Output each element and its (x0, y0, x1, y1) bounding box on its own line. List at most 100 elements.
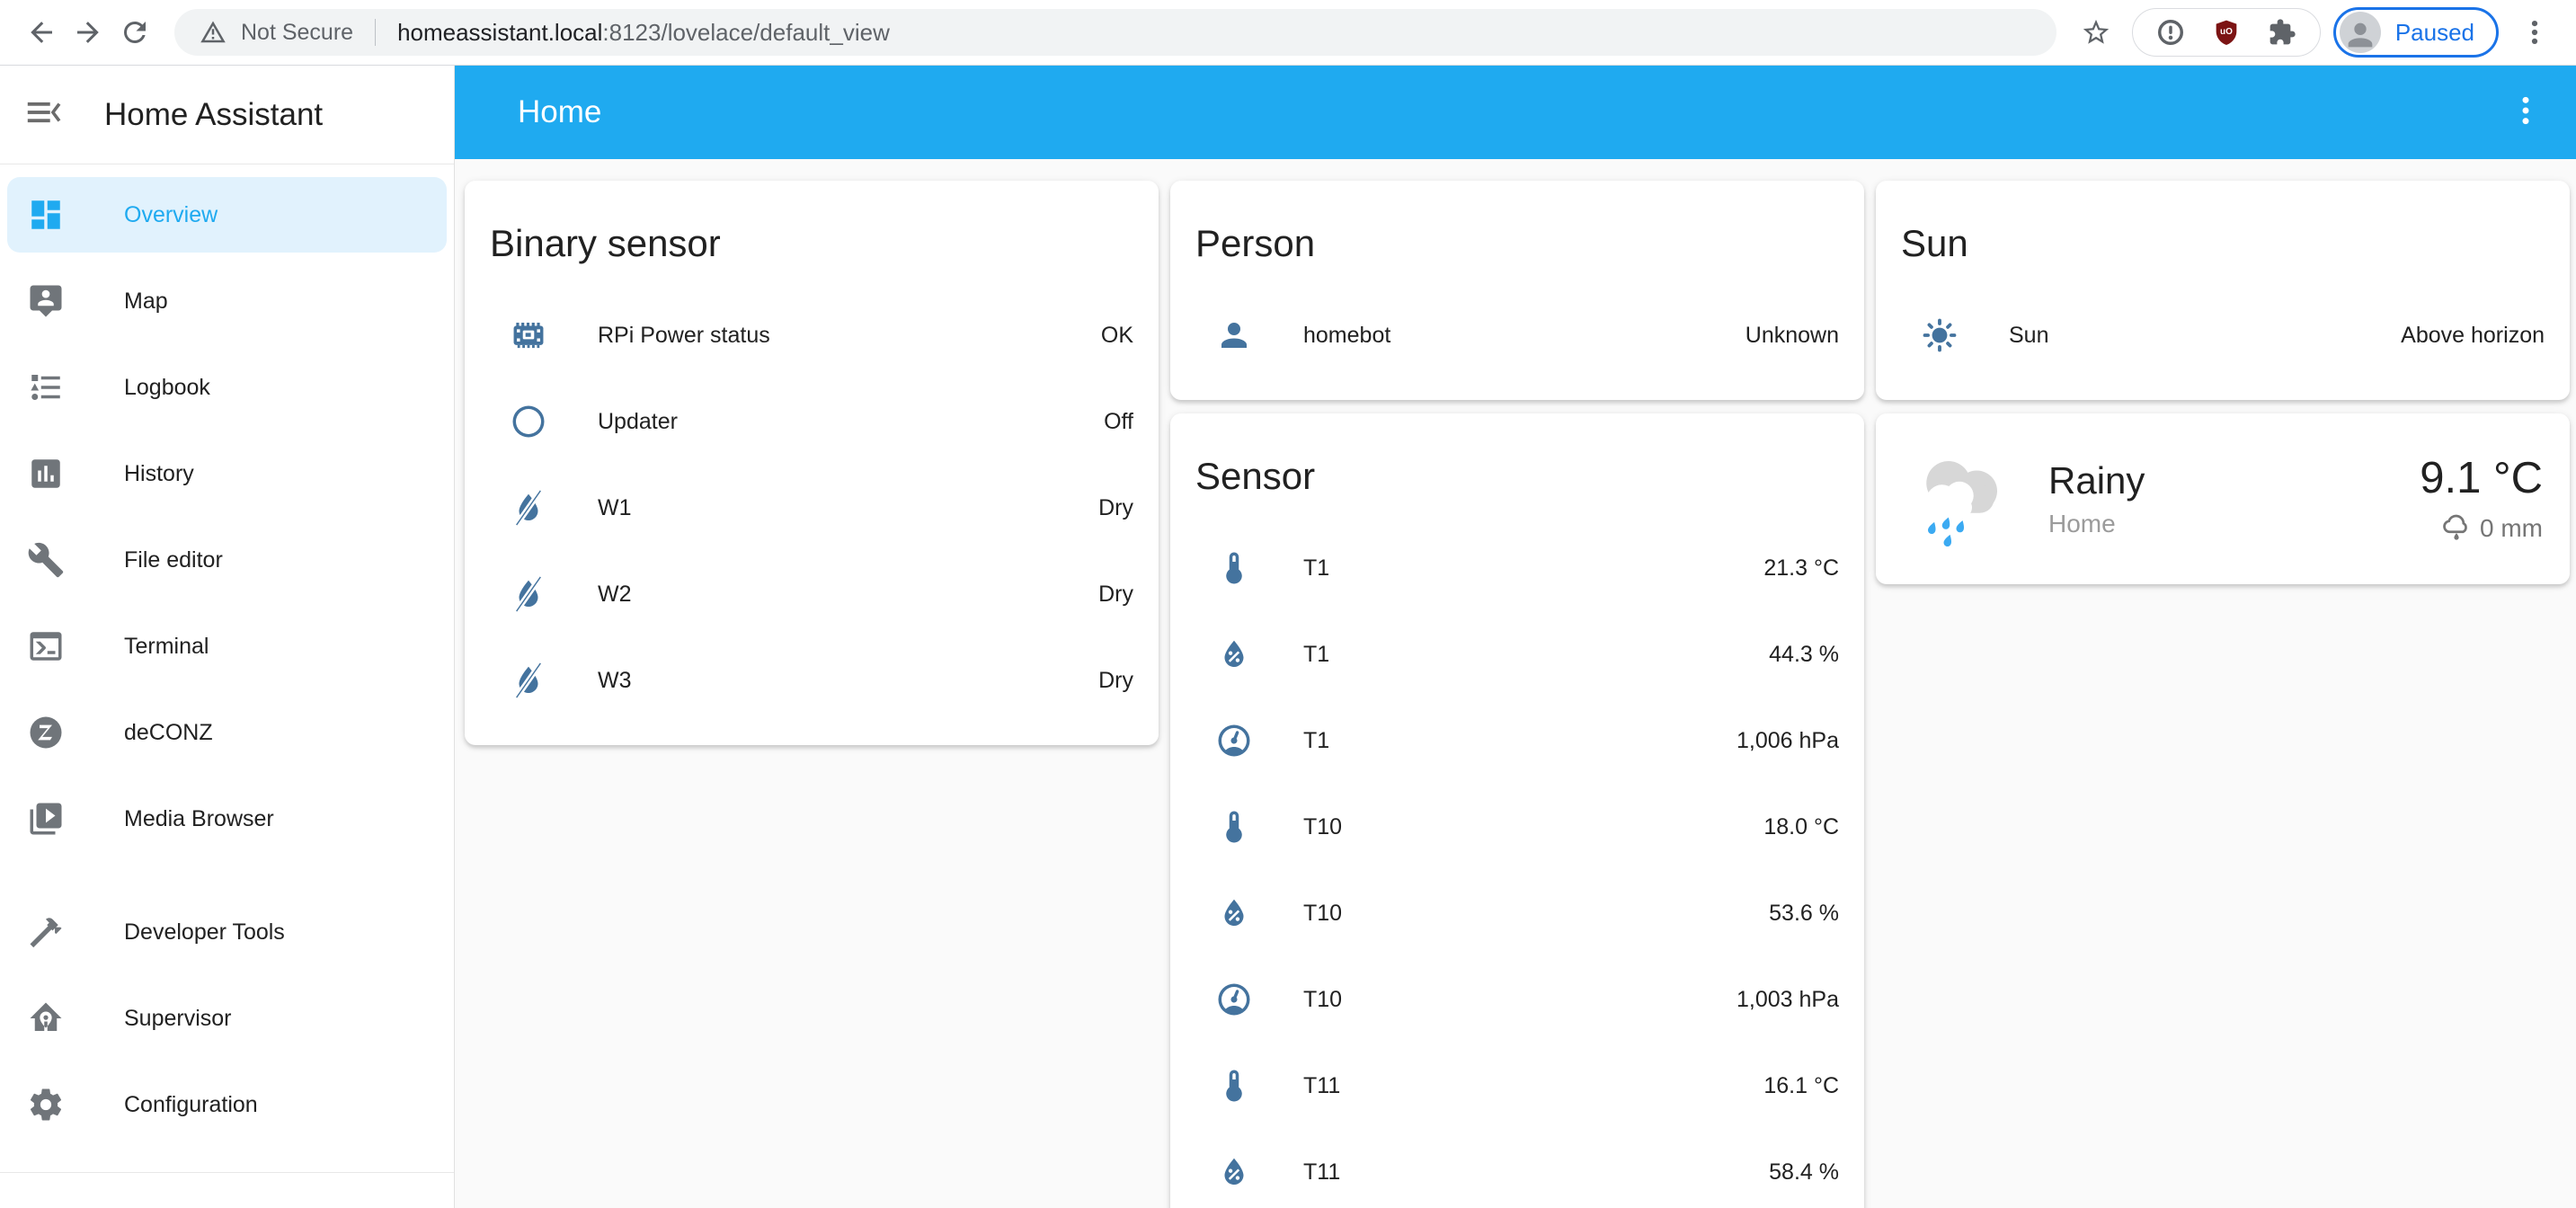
entity-row-updater[interactable]: Updater Off (465, 378, 1159, 465)
view-dashboard-icon (27, 196, 65, 234)
bookmark-button[interactable] (2073, 9, 2119, 56)
browser-toolbar: Not Secure homeassistant.local:8123/love… (0, 0, 2576, 66)
entity-name: T10 (1303, 900, 1343, 926)
entity-name: T10 (1303, 813, 1343, 839)
entity-name: T10 (1303, 986, 1343, 1012)
entity-row-w3[interactable]: W3 Dry (465, 637, 1159, 724)
entity-state: Dry (1098, 581, 1133, 607)
entity-row-w1[interactable]: W1 Dry (465, 465, 1159, 551)
entity-name: T1 (1303, 727, 1330, 753)
entity-state: Off (1104, 408, 1133, 434)
sidebar-item-logbook[interactable]: Logbook (7, 350, 447, 425)
sun-icon (1921, 316, 1959, 354)
onepassword-icon[interactable] (2156, 18, 2185, 47)
entity-row-t10-temp[interactable]: T10 18.0 °C (1170, 784, 1864, 870)
not-secure-warning-icon[interactable] (200, 19, 227, 46)
weather-precipitation: 0 mm (2440, 512, 2543, 545)
sidebar-item-deconz[interactable]: deCONZ (7, 695, 447, 770)
browser-forward-button[interactable] (65, 9, 111, 56)
weather-condition: Rainy (2048, 459, 2145, 502)
hammer-icon (27, 913, 65, 951)
thermometer-icon (1215, 808, 1253, 846)
entity-name: W3 (598, 667, 632, 693)
thermometer-icon (1215, 549, 1253, 587)
sidebar-item-supervisor[interactable]: Supervisor (7, 981, 447, 1056)
card-title: Sensor (1195, 455, 1316, 497)
entity-row-t1-pressure[interactable]: T1 1,006 hPa (1170, 697, 1864, 784)
wrench-icon (27, 541, 65, 579)
entity-row-t1-humidity[interactable]: T1 44.3 % (1170, 611, 1864, 697)
precipitation-value: 0 mm (2480, 514, 2543, 542)
gauge-icon (1215, 981, 1253, 1018)
extensions-pill: uO (2131, 8, 2321, 57)
url-text[interactable]: homeassistant.local:8123/lovelace/defaul… (397, 19, 890, 47)
entity-name: W1 (598, 494, 632, 520)
weather-location: Home (2048, 510, 2116, 537)
entity-name: Sun (2009, 322, 2049, 348)
sidebar: Home Assistant Overview Map Logbook Hist… (0, 66, 455, 1208)
column-2: Person homebot Unknown Sensor (1170, 181, 1864, 1208)
entity-row-w2[interactable]: W2 Dry (465, 551, 1159, 637)
profile-paused-pill[interactable]: Paused (2332, 7, 2499, 58)
raspberry-pi-icon (510, 316, 547, 354)
water-off-icon (510, 575, 547, 613)
weather-card[interactable]: Rainy Home 9.1 °C 0 mm (1876, 413, 2570, 584)
app-toolbar: Home (455, 66, 2576, 159)
entity-row-t1-temp[interactable]: T1 21.3 °C (1170, 525, 1864, 611)
sidebar-item-history[interactable]: History (7, 436, 447, 511)
app-title: Home Assistant (104, 96, 324, 132)
svg-text:uO: uO (2220, 27, 2233, 37)
entity-state: Dry (1098, 494, 1133, 520)
sidebar-item-label: Terminal (124, 633, 209, 659)
column-1: Binary sensor RPi Power status OK Update… (465, 181, 1159, 1208)
sidebar-item-developer-tools[interactable]: Developer Tools (7, 894, 447, 970)
sidebar-item-file-editor[interactable]: File editor (7, 522, 447, 598)
sidebar-bottom-divider (0, 1172, 454, 1208)
sidebar-item-terminal[interactable]: Terminal (7, 608, 447, 684)
sidebar-item-map[interactable]: Map (7, 263, 447, 339)
entity-row-sun[interactable]: Sun Above horizon (1876, 292, 2570, 378)
entity-state: Unknown (1745, 322, 1839, 348)
entity-state: 1,003 hPa (1737, 986, 1839, 1012)
entity-name: W2 (598, 581, 632, 607)
security-label[interactable]: Not Secure (241, 19, 354, 45)
browser-back-button[interactable] (18, 9, 65, 56)
sidebar-item-label: Configuration (124, 1091, 258, 1117)
water-percent-icon (1215, 1153, 1253, 1191)
browser-reload-button[interactable] (111, 9, 158, 56)
entity-row-homebot[interactable]: homebot Unknown (1170, 292, 1864, 378)
card-title: Binary sensor (490, 222, 721, 264)
address-bar[interactable]: Not Secure homeassistant.local:8123/love… (174, 9, 2056, 56)
kebab-menu-icon (2531, 20, 2538, 45)
entity-row-rpi-power[interactable]: RPi Power status OK (465, 292, 1159, 378)
entity-row-t11-temp[interactable]: T11 16.1 °C (1170, 1043, 1864, 1129)
star-outline-icon (2083, 19, 2109, 44)
entity-state: 53.6 % (1769, 900, 1839, 926)
sidebar-header: Home Assistant (0, 66, 454, 164)
card-title: Sun (1901, 222, 1968, 264)
avatar (2339, 12, 2381, 53)
view-tab-home[interactable]: Home (518, 94, 602, 129)
gauge-icon (1215, 722, 1253, 759)
puzzle-icon[interactable] (2268, 18, 2296, 47)
entity-name: T1 (1303, 641, 1330, 667)
entity-row-t11-humidity[interactable]: T11 58.4 % (1170, 1129, 1864, 1208)
circle-outline-icon (510, 403, 547, 440)
entity-state: 58.4 % (1769, 1159, 1839, 1185)
sidebar-collapse-button[interactable] (23, 92, 65, 138)
entity-state: 18.0 °C (1763, 813, 1839, 839)
sidebar-item-configuration[interactable]: Configuration (7, 1067, 447, 1142)
sidebar-item-label: Logbook (124, 374, 210, 400)
sidebar-item-overview[interactable]: Overview (7, 177, 447, 253)
entity-state: OK (1100, 322, 1133, 348)
browser-menu-button[interactable] (2511, 9, 2558, 56)
sun-card: Sun Sun Above horizon (1876, 181, 2570, 400)
kebab-menu-icon (2522, 96, 2529, 124)
rain-cloud-icon (2443, 514, 2467, 540)
sensor-card: Sensor T1 21.3 °C T1 44.3 % (1170, 413, 1864, 1208)
entity-row-t10-humidity[interactable]: T10 53.6 % (1170, 870, 1864, 956)
ublock-shield-icon[interactable]: uO (2212, 18, 2241, 47)
lovelace-menu-button[interactable] (2508, 93, 2544, 133)
sidebar-item-media-browser[interactable]: Media Browser (7, 781, 447, 857)
entity-row-t10-pressure[interactable]: T10 1,003 hPa (1170, 956, 1864, 1043)
